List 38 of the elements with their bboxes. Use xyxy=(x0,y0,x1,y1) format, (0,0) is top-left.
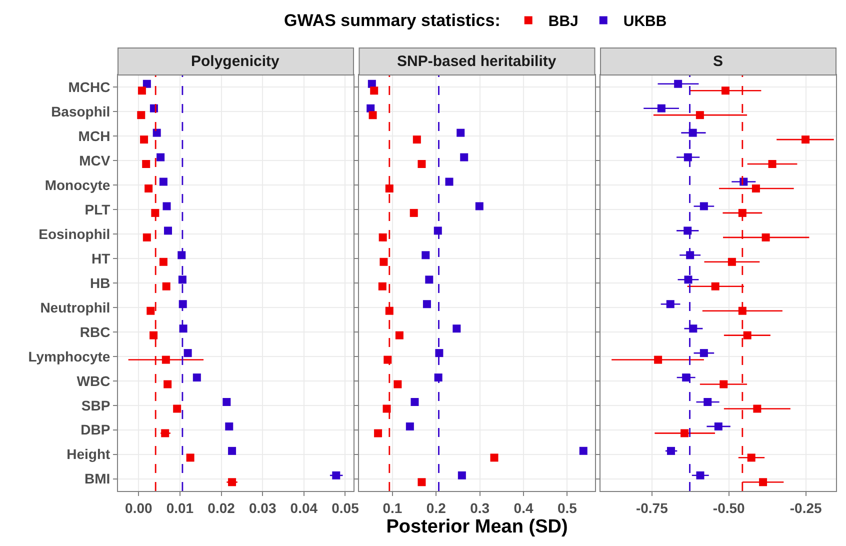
y-tick-label: HT xyxy=(92,250,111,266)
y-tick-label: Height xyxy=(66,446,111,462)
x-tick-label: -0.75 xyxy=(636,500,668,516)
x-tick-label: 0.04 xyxy=(290,500,318,516)
y-tick-label: Eosinophil xyxy=(38,226,110,242)
y-tick-label: Monocyte xyxy=(44,177,110,194)
x-tick-label: 0.2 xyxy=(426,500,446,516)
x-tick-label: 0.05 xyxy=(332,500,360,516)
y-tick-label: SBP xyxy=(81,397,110,414)
chart-title: SNP-based heritability xyxy=(397,53,557,70)
x-axis-title: Posterior Mean (SD) xyxy=(386,516,568,538)
chart-title: Polygenicity xyxy=(191,53,280,70)
x-tick-label: 0.1 xyxy=(382,500,402,516)
x-tick-label: 0.02 xyxy=(208,500,236,516)
y-tick-label: MCH xyxy=(78,128,110,144)
y-tick-label: PLT xyxy=(84,201,111,218)
y-tick-label: Neutrophil xyxy=(40,299,110,316)
x-tick-label: -0.25 xyxy=(790,500,822,516)
y-tick-label: BMI xyxy=(84,470,110,487)
x-tick-label: 0.4 xyxy=(514,500,534,516)
legend-label: BBJ xyxy=(548,13,578,30)
legend-title: GWAS summary statistics: xyxy=(284,11,500,30)
chart-title: S xyxy=(713,53,724,70)
y-tick-label: Basophil xyxy=(51,104,110,120)
x-tick-label: 0.03 xyxy=(248,500,276,516)
y-tick-label: MCHC xyxy=(68,79,110,96)
y-tick-label: Lymphocyte xyxy=(28,348,110,364)
x-tick-label: 0.01 xyxy=(166,500,194,516)
legend-label: UKBB xyxy=(623,13,667,30)
y-tick-label: HB xyxy=(90,274,110,291)
y-tick-label: WBC xyxy=(76,372,110,389)
y-tick-label: RBC xyxy=(80,324,110,340)
x-tick-label: -0.50 xyxy=(712,500,746,516)
x-tick-label: 0.00 xyxy=(125,500,152,516)
x-tick-label: 0.3 xyxy=(470,500,490,516)
y-tick-label: MCV xyxy=(79,152,111,169)
x-tick-label: 0.5 xyxy=(557,500,578,516)
y-tick-label: DBP xyxy=(80,422,110,438)
